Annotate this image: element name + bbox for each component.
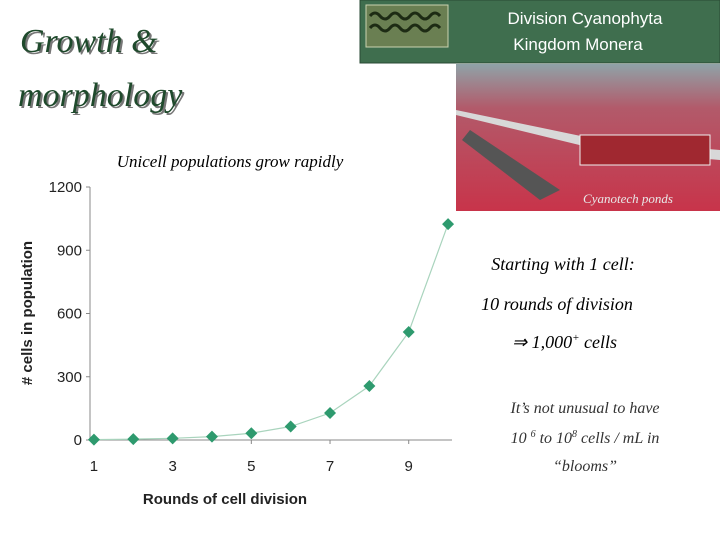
bloom-part: to 10 [536, 430, 572, 447]
slide-title: morphology [18, 77, 183, 114]
note-part: cells [580, 332, 618, 352]
banner-text: Kingdom Monera [513, 35, 643, 54]
x-tick-label: 3 [168, 458, 176, 475]
photo-caption: Cyanotech ponds [583, 191, 673, 206]
bloom-part: 10 [511, 430, 531, 447]
data-point [87, 433, 100, 446]
title-shadow: Growth & [22, 25, 160, 62]
bloom-sup: 8 [572, 429, 577, 440]
note: Starting with 1 cell: [491, 254, 635, 274]
data-point [127, 433, 140, 446]
data-point [245, 427, 258, 440]
x-tick-label: 9 [405, 458, 413, 475]
x-axis-label: Rounds of cell division [143, 491, 307, 508]
slide-title: Growth & [20, 23, 158, 60]
chart-title: Unicell populations grow rapidly [117, 152, 344, 171]
bloom-text: “blooms” [553, 458, 617, 475]
x-tick-label: 5 [247, 458, 255, 475]
y-axis-label: # cells in population [19, 241, 36, 385]
note-sup: + [572, 332, 579, 344]
bloom-sup: 6 [531, 429, 536, 440]
data-point [363, 380, 376, 393]
data-point [324, 407, 337, 420]
filament [368, 11, 442, 33]
data-line [93, 223, 449, 441]
y-tick-label: 1200 [49, 179, 82, 196]
data-point [166, 432, 179, 445]
photo-detail [462, 130, 560, 200]
note: 10 rounds of division [481, 294, 633, 314]
data-point [402, 326, 415, 339]
plot: 0 300 600 900 1200 1 3 5 7 9 [49, 179, 455, 475]
x-tick-label: 1 [90, 458, 98, 475]
bloom-part: cells / mL in [577, 430, 659, 447]
bloom-text: 10 6 to 108 cells / mL in [511, 429, 660, 447]
y-tick-label: 300 [57, 369, 82, 386]
data-point [442, 218, 455, 231]
y-tick-label: 0 [74, 432, 82, 449]
title-shadow: morphology [20, 79, 185, 116]
x-tick-label: 7 [326, 458, 334, 475]
note: ⇒ 1,000+ cells [512, 332, 617, 352]
photo-detail [579, 134, 711, 166]
note-part: ⇒ 1,000 [512, 332, 572, 352]
bloom-text: It’s not unusual to have [509, 400, 659, 417]
data-point [205, 430, 218, 443]
banner-text: Division Cyanophyta [508, 9, 664, 28]
y-tick-label: 600 [57, 306, 82, 323]
data-point [284, 420, 297, 433]
y-tick-label: 900 [57, 242, 82, 259]
